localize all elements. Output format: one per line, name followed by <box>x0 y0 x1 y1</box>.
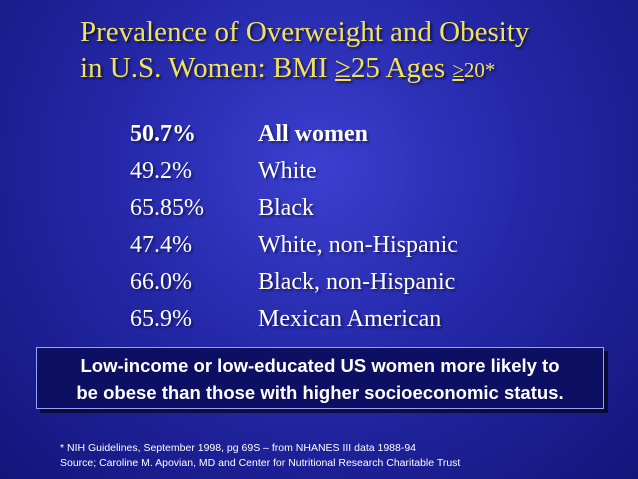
row-group: All women <box>258 121 368 147</box>
row-percent: 49.2% <box>130 158 192 184</box>
row-group: White <box>258 158 317 184</box>
banner-line-1: Low-income or low-educated US women more… <box>80 355 560 376</box>
table-row: 65.9% Mexican American <box>130 301 458 338</box>
row-group: Black, non-Hispanic <box>258 269 456 295</box>
footnotes: * NIH Guidelines, September 1998, pg 69S… <box>60 441 460 471</box>
banner-line-2: be obese than those with higher socioeco… <box>76 382 564 403</box>
row-group: Black <box>258 195 314 221</box>
table-row: 66.0% Black, non-Hispanic <box>130 264 458 301</box>
table-row: 49.2% White <box>130 153 458 190</box>
row-percent: 66.0% <box>130 269 192 295</box>
row-percent: 65.9% <box>130 306 192 332</box>
table-row: 47.4% White, non-Hispanic <box>130 227 458 264</box>
table-row: 65.85% Black <box>130 190 458 227</box>
row-percent: 50.7% <box>130 121 196 147</box>
footnote-citation: * NIH Guidelines, September 1998, pg 69S… <box>60 442 417 454</box>
title-line-2: in U.S. Women: BMI ≥25 Ages ≥20* <box>80 52 496 84</box>
highlight-banner: Low-income or low-educated US women more… <box>36 347 604 409</box>
row-group: White, non-Hispanic <box>258 232 458 258</box>
row-percent: 47.4% <box>130 232 192 258</box>
row-percent: 65.85% <box>130 195 204 221</box>
slide-title: Prevalence of Overweight and Obesity in … <box>80 14 620 88</box>
prevalence-table: 50.7% All women 49.2% White 65.85% Black… <box>130 116 458 338</box>
footnote-source: Source; Caroline M. Apovian, MD and Cent… <box>60 457 461 469</box>
table-row: 50.7% All women <box>130 116 458 153</box>
greater-equal-symbol: ≥ <box>334 52 351 84</box>
row-group: Mexican American <box>258 306 442 332</box>
greater-equal-symbol: ≥ <box>452 58 464 82</box>
title-line-1: Prevalence of Overweight and Obesity <box>80 16 530 48</box>
